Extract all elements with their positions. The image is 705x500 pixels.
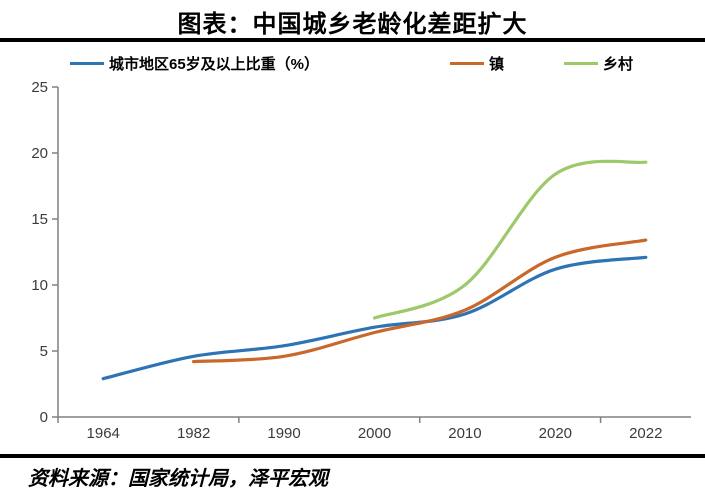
legend-item-rural: 乡村 [564,54,634,73]
x-tick-label: 2000 [358,425,391,442]
legend-label-town: 镇 [489,55,505,73]
legend-item-town: 镇 [450,54,505,73]
x-tick-label: 2010 [448,425,481,442]
rural-line-swatch [564,61,598,65]
town-line-swatch [450,61,484,65]
x-tick-label: 2022 [629,425,662,442]
urban-series-line [101,255,648,381]
legend-label-rural: 乡村 [603,55,634,73]
y-tick-label: 20 [31,145,48,162]
urban-line-swatch [70,61,104,65]
y-tick-label: 25 [31,79,48,96]
y-tick-label: 5 [40,343,48,360]
y-tick-label: 10 [31,277,48,294]
x-tick-label: 1964 [87,425,120,442]
town-series-line [192,238,648,364]
x-tick-label: 2020 [539,425,572,442]
x-tick-label: 1982 [177,425,210,442]
source-divider [0,454,705,458]
legend-item-urban: 城市地区65岁及以上比重（%） [70,54,320,73]
title-divider [0,38,705,42]
source-text: 资料来源：国家统计局，泽平宏观 [28,468,328,490]
y-tick-label: 15 [31,211,48,228]
y-tick-label: 0 [40,409,48,426]
legend-label-urban: 城市地区65岁及以上比重（%） [109,55,320,73]
rural-series-line [372,159,648,320]
page-title: 图表：中国城乡老龄化差距扩大 [177,11,528,38]
x-tick-label: 1990 [267,425,300,442]
